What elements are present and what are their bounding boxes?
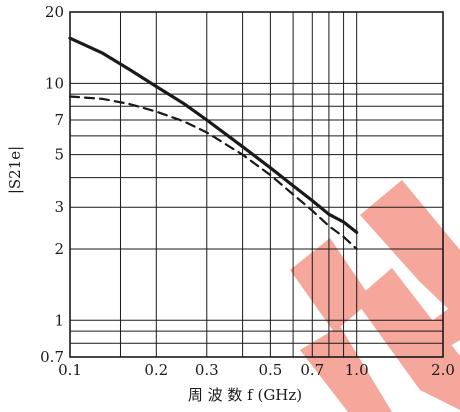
solid-series-line xyxy=(68,36,359,234)
plot-frame xyxy=(69,11,444,358)
y-axis-title: |S21e| xyxy=(6,146,24,194)
watermark-stroke xyxy=(360,180,460,320)
y-tick-label: 3 xyxy=(54,198,64,216)
x-tick-label: 2.0 xyxy=(431,361,455,379)
dashed-series-line xyxy=(68,95,358,251)
y-tick-label: 10 xyxy=(45,74,64,92)
x-tick-label: 0.1 xyxy=(58,361,82,379)
y-tick-label: 20 xyxy=(45,3,64,21)
watermark-stroke xyxy=(300,326,392,412)
chart-series xyxy=(68,36,359,251)
y-tick-label: 0.7 xyxy=(40,348,64,366)
x-tick-label: 0.5 xyxy=(258,361,282,379)
y-tick-label: 2 xyxy=(54,240,64,258)
watermark-stroke xyxy=(420,300,460,352)
y-tick-label: 7 xyxy=(54,111,64,129)
x-tick-label: 0.7 xyxy=(300,361,324,379)
y-tick-label: 5 xyxy=(54,146,64,164)
x-axis-title: 周 波 数 f (GHz) xyxy=(188,386,302,404)
watermark-stroke xyxy=(290,238,372,332)
x-axis-ticks: 0.1 0.2 0.3 0.5 0.7 1.0 2.0 xyxy=(58,361,455,379)
y-tick-label: 1 xyxy=(54,311,64,329)
watermark-stroke xyxy=(355,268,460,410)
x-tick-label: 0.3 xyxy=(195,361,219,379)
x-tick-label: 1.0 xyxy=(345,361,369,379)
watermark-stamp xyxy=(290,180,460,412)
x-tick-label: 0.2 xyxy=(144,361,168,379)
y-axis-ticks: 0.7 1 2 3 5 7 10 20 xyxy=(40,3,64,366)
